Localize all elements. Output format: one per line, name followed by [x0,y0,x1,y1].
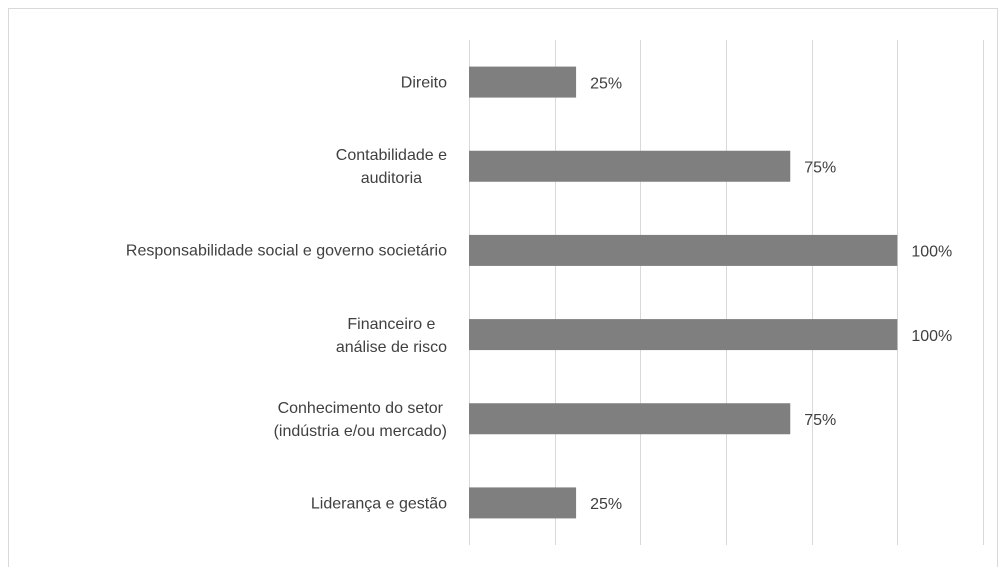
category-label: Responsabilidade social e governo societ… [125,242,447,260]
chart-border [8,8,998,567]
value-label: 25% [590,496,622,513]
category-label: Financeiro e análise de risco [335,315,447,356]
bar [469,150,791,182]
value-label: 100% [911,244,952,261]
value-label: 75% [804,159,836,176]
bar [469,403,791,435]
category-label: Liderança e gestão [310,495,447,513]
bar [469,319,898,351]
category-label: Contabilidade e auditoria [335,147,447,188]
bar [469,487,577,519]
bar [469,234,898,266]
value-label: 100% [911,328,952,345]
bar [469,66,577,98]
value-label: 75% [804,412,836,429]
category-label: Conhecimento do setor (indústria e/ou me… [273,399,447,440]
category-label: Direito [400,74,447,92]
value-label: 25% [590,75,622,92]
